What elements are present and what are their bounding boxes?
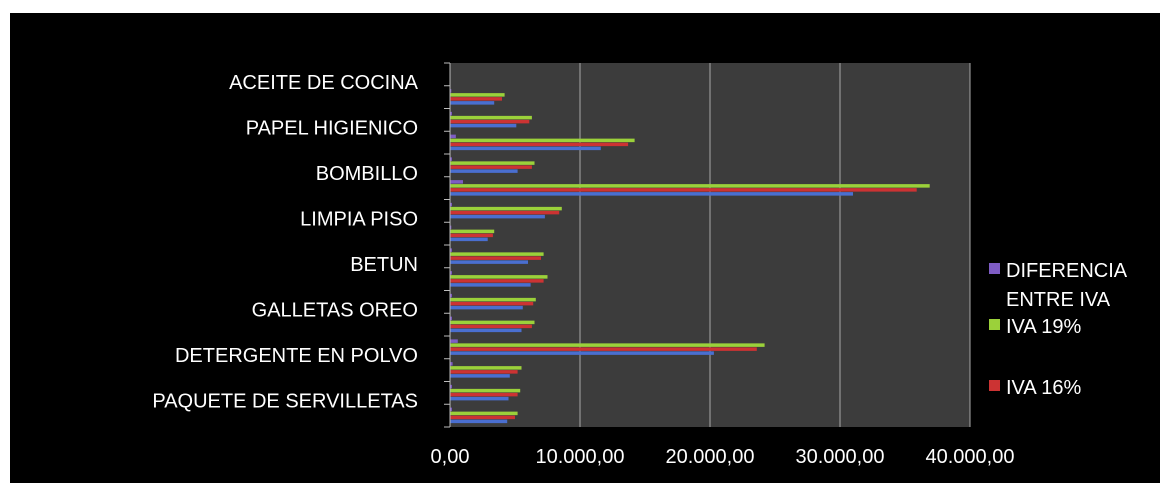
legend-label: ENTRE IVA — [1006, 289, 1111, 311]
bar — [450, 283, 531, 287]
bar — [450, 93, 505, 97]
bar — [450, 97, 502, 101]
bar — [450, 351, 714, 355]
bar — [450, 343, 765, 347]
bar — [450, 89, 452, 93]
category-labels: PAQUETE DE SERVILLETAS DETERGENTE EN POLV… — [152, 72, 418, 413]
bar — [450, 384, 452, 389]
bar — [450, 324, 532, 329]
legend: DIFERENCIA ENTRE IVA IVA 19% IVA 16% — [989, 260, 1128, 399]
x-tick-labels: 0,00 10.000,00 20.000,00 30.000,00 40.000,00 — [431, 446, 1015, 468]
bar — [450, 169, 518, 173]
legend-swatch — [989, 319, 1000, 330]
bar — [450, 180, 463, 184]
bar — [450, 188, 917, 192]
bar — [450, 320, 535, 325]
legend-swatch — [989, 380, 1000, 391]
category-label: GALLETAS OREO — [252, 299, 418, 321]
bar — [450, 419, 508, 424]
bar — [450, 252, 544, 256]
bar — [450, 392, 518, 397]
bar — [450, 271, 452, 275]
bar — [450, 111, 452, 116]
legend-label: DIFERENCIA — [1006, 260, 1128, 282]
bar — [450, 115, 532, 120]
chart-container: 0,00 10.000,00 20.000,00 30.000,00 40.000,00… — [10, 13, 1160, 483]
x-tick-label: 30.000,00 — [796, 446, 885, 468]
bar — [450, 119, 530, 124]
gridlines — [579, 63, 971, 427]
bar — [450, 134, 456, 139]
x-tick-label: 40.000,00 — [926, 446, 1015, 468]
bar — [450, 339, 458, 343]
bar — [450, 214, 545, 219]
category-label: PAPEL HIGIENICO — [246, 117, 418, 139]
bar — [450, 210, 560, 215]
bar — [450, 411, 518, 416]
bar — [450, 202, 452, 207]
bar — [450, 366, 522, 370]
bar — [450, 347, 757, 351]
x-tick-label: 10.000,00 — [536, 446, 625, 468]
bar — [450, 293, 452, 298]
bar — [450, 233, 493, 238]
bar — [450, 138, 635, 143]
bar — [450, 146, 601, 151]
bar — [450, 407, 452, 412]
category-label: BOMBILLO — [316, 163, 418, 185]
bar — [450, 388, 521, 393]
bar — [450, 301, 534, 306]
bar — [450, 305, 523, 310]
bar — [450, 225, 452, 230]
bar — [450, 415, 515, 420]
legend-label: IVA 16% — [1006, 377, 1081, 399]
bar — [450, 328, 522, 333]
bar — [450, 237, 488, 242]
bar — [450, 206, 562, 211]
bar — [450, 229, 495, 234]
bar-chart: 0,00 10.000,00 20.000,00 30.000,00 40.000,00… — [152, 62, 1128, 468]
bar — [450, 370, 518, 374]
x-tick-label: 20.000,00 — [666, 446, 755, 468]
bar — [450, 161, 535, 165]
bar — [450, 256, 541, 260]
category-label: ACEITE DE COCINA — [229, 72, 419, 94]
bar — [450, 260, 528, 264]
axes — [444, 62, 451, 428]
legend-label: IVA 19% — [1006, 316, 1081, 338]
bar — [450, 192, 853, 196]
bars — [450, 89, 930, 424]
category-label: PAQUETE DE SERVILLETAS — [152, 390, 418, 412]
legend-swatch — [989, 263, 1000, 274]
bar — [450, 184, 930, 188]
x-tick-label: 0,00 — [431, 446, 470, 468]
bar — [450, 374, 510, 378]
bar — [450, 248, 452, 252]
bar — [450, 101, 495, 105]
category-label: DETERGENTE EN POLVO — [175, 345, 418, 367]
bar — [450, 275, 548, 279]
bar — [450, 157, 452, 161]
bar — [450, 279, 544, 283]
bar — [450, 396, 509, 401]
bar — [450, 297, 536, 302]
bar — [450, 362, 453, 366]
category-label: BETUN — [350, 254, 418, 276]
category-label: LIMPIA PISO — [300, 208, 418, 230]
bar — [450, 142, 629, 147]
bar — [450, 123, 517, 128]
bar — [450, 316, 452, 321]
bar — [450, 165, 532, 169]
